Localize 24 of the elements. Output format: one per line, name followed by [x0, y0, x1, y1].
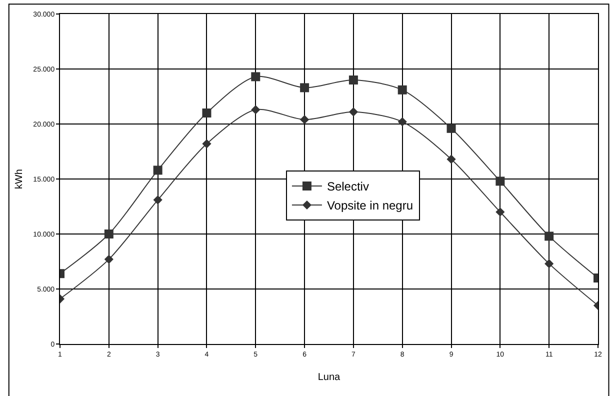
point — [104, 254, 114, 264]
point — [251, 105, 260, 114]
legend-label: Vopsite in negru — [326, 198, 414, 213]
point — [104, 230, 114, 238]
point — [446, 124, 456, 133]
point — [251, 72, 260, 82]
legend-label: Selectiv — [326, 180, 369, 194]
point — [496, 207, 505, 217]
y-axis-title: kWh — [14, 169, 26, 189]
point — [300, 83, 310, 92]
point — [300, 115, 310, 124]
point — [544, 259, 554, 268]
point — [348, 76, 358, 84]
point — [202, 139, 212, 148]
point — [544, 232, 554, 241]
x-axis-title: Luna — [318, 372, 341, 383]
point — [348, 107, 358, 116]
point — [202, 108, 212, 118]
point — [153, 195, 162, 204]
point — [398, 85, 407, 94]
point — [446, 154, 456, 164]
point — [153, 166, 162, 175]
point — [398, 117, 407, 126]
point — [496, 176, 505, 186]
